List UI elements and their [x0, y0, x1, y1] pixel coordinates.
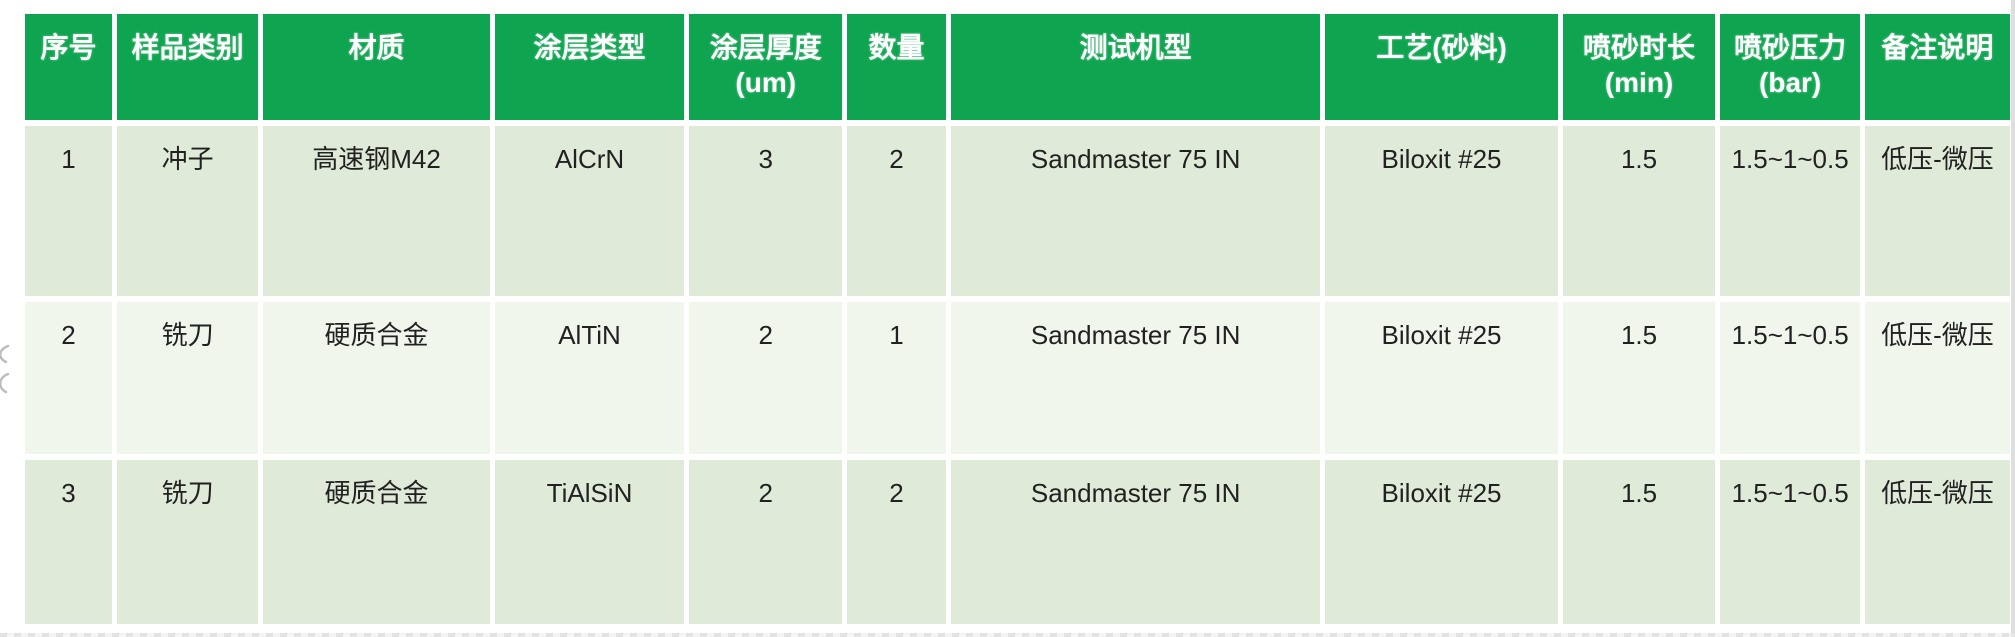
cell-sample-category: 冲子 [117, 126, 259, 296]
col-header-test-machine: 测试机型 [950, 14, 1321, 120]
col-header-unit: (um) [735, 67, 797, 98]
col-header-label: 备注说明 [1881, 32, 1994, 63]
col-header-quantity: 数量 [847, 14, 946, 120]
cell-process-abrasive: Biloxit #25 [1325, 460, 1558, 624]
cell-blast-pressure: 1.5~1~0.5 [1720, 302, 1860, 454]
right-edge-line [2011, 0, 2015, 637]
cell-test-machine: Sandmaster 75 IN [950, 302, 1321, 454]
col-header-label: 工艺(砂料) [1376, 32, 1507, 63]
col-header-unit: (min) [1604, 67, 1674, 98]
cell-process-abrasive: Biloxit #25 [1325, 302, 1558, 454]
cell-blast-pressure: 1.5~1~0.5 [1720, 126, 1860, 296]
col-header-label: 数量 [868, 32, 925, 63]
cell-remarks: 低压-微压 [1864, 460, 2010, 624]
cell-blast-pressure: 1.5~1~0.5 [1720, 460, 1860, 624]
col-header-label: 序号 [40, 32, 97, 63]
col-header-label: 材质 [348, 32, 405, 63]
col-header-label: 测试机型 [1079, 32, 1192, 63]
cell-quantity: 2 [847, 460, 946, 624]
cell-index: 3 [25, 460, 113, 624]
col-header-process-abrasive: 工艺(砂料) [1325, 14, 1558, 120]
cell-coating-type: AlTiN [494, 302, 685, 454]
table-row: 3 铣刀 硬质合金 TiAlSiN 2 2 Sandmaster 75 IN B… [25, 460, 2010, 624]
cell-coating-thickness: 2 [689, 460, 843, 624]
col-header-blast-duration: 喷砂时长 (min) [1562, 14, 1716, 120]
cell-blast-duration: 1.5 [1562, 302, 1716, 454]
cell-blast-duration: 1.5 [1562, 460, 1716, 624]
col-header-index: 序号 [25, 14, 113, 120]
bottom-edge-speckle [0, 633, 2015, 637]
cell-quantity: 1 [847, 302, 946, 454]
spec-table-container: 序号 样品类别 材质 涂层类型 涂层厚度 (um) 数量 测试机型 工艺(砂料) … [20, 8, 2015, 630]
cell-sample-category: 铣刀 [117, 460, 259, 624]
col-header-remarks: 备注说明 [1864, 14, 2010, 120]
cell-material: 高速钢M42 [263, 126, 490, 296]
table-row: 1 冲子 高速钢M42 AlCrN 3 2 Sandmaster 75 IN B… [25, 126, 2010, 296]
table-row: 2 铣刀 硬质合金 AlTiN 2 1 Sandmaster 75 IN Bil… [25, 302, 2010, 454]
col-header-label: 涂层厚度 [709, 32, 822, 63]
col-header-coating-thickness: 涂层厚度 (um) [689, 14, 843, 120]
cell-test-machine: Sandmaster 75 IN [950, 126, 1321, 296]
col-header-label: 喷砂时长 [1583, 32, 1696, 63]
col-header-sample-category: 样品类别 [117, 14, 259, 120]
col-header-label: 样品类别 [131, 32, 244, 63]
cell-sample-category: 铣刀 [117, 302, 259, 454]
col-header-blast-pressure: 喷砂压力 (bar) [1720, 14, 1860, 120]
cell-coating-thickness: 3 [689, 126, 843, 296]
cell-index: 1 [25, 126, 113, 296]
col-header-coating-type: 涂层类型 [494, 14, 685, 120]
cell-test-machine: Sandmaster 75 IN [950, 460, 1321, 624]
edge-scribble-artifact [0, 344, 10, 394]
sandblasting-spec-table: 序号 样品类别 材质 涂层类型 涂层厚度 (um) 数量 测试机型 工艺(砂料) … [20, 8, 2015, 630]
cell-quantity: 2 [847, 126, 946, 296]
cell-coating-thickness: 2 [689, 302, 843, 454]
cell-material: 硬质合金 [263, 460, 490, 624]
header-row: 序号 样品类别 材质 涂层类型 涂层厚度 (um) 数量 测试机型 工艺(砂料) … [25, 14, 2010, 120]
cell-index: 2 [25, 302, 113, 454]
cell-coating-type: AlCrN [494, 126, 685, 296]
cell-process-abrasive: Biloxit #25 [1325, 126, 1558, 296]
cell-material: 硬质合金 [263, 302, 490, 454]
col-header-unit: (bar) [1759, 67, 1822, 98]
col-header-label: 涂层类型 [533, 32, 646, 63]
col-header-label: 喷砂压力 [1734, 32, 1847, 63]
cell-remarks: 低压-微压 [1864, 302, 2010, 454]
col-header-material: 材质 [263, 14, 490, 120]
cell-coating-type: TiAlSiN [494, 460, 685, 624]
cell-remarks: 低压-微压 [1864, 126, 2010, 296]
cell-blast-duration: 1.5 [1562, 126, 1716, 296]
